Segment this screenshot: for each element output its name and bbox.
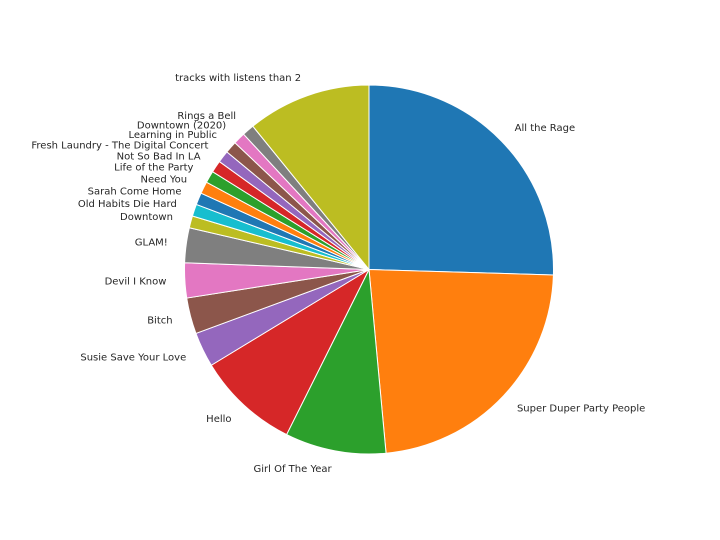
pie-slice-all-the-rage (368, 84, 554, 276)
pie-label-old-habits-die-hard: Old Habits Die Hard (78, 199, 177, 210)
pie-label-life-of-the-party: Life of the Party (114, 163, 193, 174)
pie-label-devil-i-know: Devil I Know (105, 277, 167, 288)
pie-label-tracks-with-listens-than-2: tracks with listens than 2 (175, 73, 301, 84)
pie-label-learning-in-public: Learning in Public (129, 130, 217, 141)
pie-label-bitch: Bitch (147, 316, 172, 327)
pie-label-all-the-rage: All the Rage (515, 123, 576, 134)
pie-label-hello: Hello (206, 414, 231, 425)
pie-label-fresh-laundry-the-digital-concert: Fresh Laundry - The Digital Concert (31, 140, 208, 151)
pie-label-downtown: Downtown (120, 212, 173, 223)
pie-label-super-duper-party-people: Super Duper Party People (517, 403, 645, 414)
pie-label-need-you: Need You (141, 174, 188, 185)
pie-label-downtown-2020: Downtown (2020) (137, 120, 226, 131)
pie-slice-super-duper-party-people (368, 269, 554, 454)
pie-label-glam: GLAM! (135, 238, 168, 249)
pie-label-rings-a-bell: Rings a Bell (177, 111, 236, 122)
pie-label-not-so-bad-in-la: Not So Bad In LA (117, 151, 201, 162)
pie-label-sarah-come-home: Sarah Come Home (88, 187, 182, 198)
pie-slice-hello (210, 269, 370, 436)
pie-slice-tracks-with-listens-than-2 (252, 84, 370, 270)
pie-label-girl-of-the-year: Girl Of The Year (254, 464, 333, 475)
pie-labels: All the Rage Super Duper Party People Girl… (31, 73, 645, 475)
pie-slices (184, 84, 554, 455)
pie-slice-girl-of-the-year (286, 269, 387, 455)
pie-label-susie-save-your-love: Susie Save Your Love (80, 353, 186, 364)
